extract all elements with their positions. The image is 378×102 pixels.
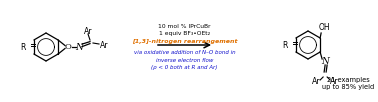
Text: 10 mol % IPrCuBr: 10 mol % IPrCuBr: [158, 23, 211, 28]
Text: O: O: [65, 43, 71, 51]
Text: R: R: [21, 43, 26, 52]
Text: Ar: Ar: [330, 78, 338, 86]
Text: up to 85% yield: up to 85% yield: [322, 84, 374, 90]
Text: Ar: Ar: [312, 78, 321, 86]
Text: Ar: Ar: [100, 40, 108, 49]
Text: N: N: [75, 43, 83, 52]
Text: Ar: Ar: [84, 27, 92, 35]
Text: OH: OH: [318, 23, 330, 33]
Text: R: R: [283, 40, 288, 49]
Text: (ρ < 0 both at R and Ar): (ρ < 0 both at R and Ar): [151, 64, 218, 69]
Text: [1,3]-nitrogen rearrangement: [1,3]-nitrogen rearrangement: [132, 39, 237, 44]
Text: N: N: [321, 58, 329, 67]
Text: 1 equiv BF₃•OEt₂: 1 equiv BF₃•OEt₂: [159, 30, 210, 35]
Text: via oxidative addition of N–O bond in: via oxidative addition of N–O bond in: [134, 50, 235, 55]
Text: 21 examples: 21 examples: [327, 77, 369, 83]
Text: inverse electron flow: inverse electron flow: [156, 58, 213, 63]
